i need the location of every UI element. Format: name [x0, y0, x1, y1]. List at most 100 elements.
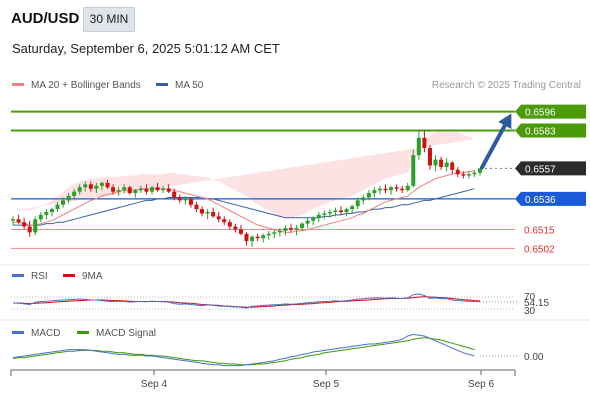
- legend-macd-swatch: [12, 330, 24, 334]
- timeframe-button[interactable]: 30 MIN: [83, 7, 135, 32]
- legend-macd-signal: MACD Signal: [77, 328, 156, 339]
- x-axis-tick-label: Sep 4: [141, 379, 168, 390]
- candle-body: [400, 188, 405, 191]
- level-tag-pivot: 0.6536: [515, 191, 586, 206]
- candle-body: [177, 197, 182, 201]
- candle-body: [389, 187, 394, 191]
- legend-rsi: RSI: [12, 271, 48, 282]
- legend-macd: MACD: [12, 328, 60, 339]
- level-tag-box: [515, 161, 586, 176]
- level-label: 0.6502: [524, 244, 555, 255]
- candle-body: [339, 210, 344, 212]
- level-label: 0.6536: [525, 195, 556, 206]
- candle-body: [99, 182, 104, 186]
- candle-body: [200, 209, 205, 214]
- candle-body: [116, 190, 121, 192]
- candle-body: [372, 190, 377, 194]
- candle-body: [155, 187, 160, 191]
- level-tag-support: 0.6515: [524, 225, 555, 236]
- candle-body: [166, 188, 171, 192]
- candle-body: [111, 187, 116, 192]
- candle-body: [133, 190, 138, 194]
- legend-ma20-label: MA 20 + Bollinger Bands: [31, 80, 141, 91]
- candle-body: [255, 236, 260, 239]
- ma20-line: [13, 170, 475, 233]
- candle-body: [88, 184, 93, 189]
- candle-body: [127, 187, 132, 194]
- candle-body: [33, 219, 38, 233]
- candle-body: [327, 212, 332, 214]
- legend-macd-signal-swatch: [77, 330, 89, 334]
- candle-body: [138, 188, 143, 191]
- level-tag-resistance: 0.6596: [515, 104, 586, 119]
- legend-rsi-label: RSI: [31, 271, 48, 282]
- credit-text: Research © 2025 Trading Central: [431, 80, 581, 91]
- candle-body: [333, 210, 338, 212]
- candle-body: [277, 230, 282, 233]
- legend-ma50: MA 50: [156, 80, 203, 91]
- candle-body: [461, 174, 466, 176]
- level-tag-support: 0.6502: [524, 244, 555, 255]
- candle-body: [233, 226, 238, 230]
- candle-body: [300, 223, 305, 228]
- candle-body: [172, 191, 177, 198]
- legend-ma20: MA 20 + Bollinger Bands: [12, 80, 141, 91]
- legend-ma20-swatch: [12, 82, 24, 86]
- candle-body: [422, 137, 427, 148]
- candle-body: [216, 216, 221, 220]
- candle-body: [55, 204, 60, 210]
- candle-body: [49, 209, 54, 212]
- macd-line: [12, 333, 475, 367]
- candle-body: [283, 228, 288, 231]
- candle-body: [16, 219, 21, 223]
- candle-body: [122, 187, 127, 191]
- rsi-line: [12, 293, 481, 309]
- candle-body: [66, 196, 71, 201]
- rsi-value-label: 54.15: [524, 298, 549, 309]
- legend-ma50-swatch: [156, 82, 168, 86]
- candle-body: [444, 162, 449, 167]
- candle-body: [261, 235, 266, 239]
- candle-body: [266, 233, 271, 236]
- legend-rsi-ma: 9MA: [63, 271, 103, 282]
- candle-body: [305, 220, 310, 224]
- candle-body: [361, 197, 366, 201]
- candle-body: [144, 188, 149, 192]
- candle-body: [205, 212, 210, 214]
- candle-body: [77, 187, 82, 192]
- candle-body: [11, 219, 15, 221]
- candle-body: [211, 212, 216, 217]
- candle-body: [294, 228, 299, 230]
- x-axis-tick-label: Sep 5: [313, 379, 340, 390]
- candle-body: [394, 187, 399, 189]
- candle-body: [405, 185, 410, 191]
- bollinger-band: [13, 132, 475, 218]
- macd-signal-line: [12, 337, 475, 366]
- candle-body: [250, 236, 255, 242]
- candle-body: [311, 217, 316, 221]
- candle-body: [183, 198, 188, 201]
- candle-body: [322, 213, 327, 215]
- forecast-arrow-icon: [498, 113, 512, 130]
- candle-body: [472, 172, 477, 175]
- candle-body: [244, 233, 249, 242]
- level-tag-last-price: 0.6557: [515, 161, 586, 176]
- level-tag-box: [515, 123, 586, 138]
- ma50-line: [13, 188, 475, 226]
- candle-body: [355, 200, 360, 207]
- candle-body: [344, 209, 349, 212]
- candle-body: [238, 229, 243, 234]
- rsi-tick-30: 30: [524, 306, 536, 317]
- candle-body: [466, 174, 471, 176]
- symbol-title: AUD/USD: [11, 10, 80, 27]
- level-label: 0.6557: [525, 164, 556, 175]
- level-label: 0.6515: [524, 225, 555, 236]
- candles-group: [11, 130, 482, 247]
- candle-body: [416, 137, 421, 156]
- candle-body: [377, 188, 382, 191]
- candle-body: [27, 226, 32, 233]
- candle-body: [38, 214, 43, 220]
- candle-body: [94, 185, 99, 189]
- candle-body: [439, 159, 444, 167]
- level-tag-box: [515, 191, 586, 206]
